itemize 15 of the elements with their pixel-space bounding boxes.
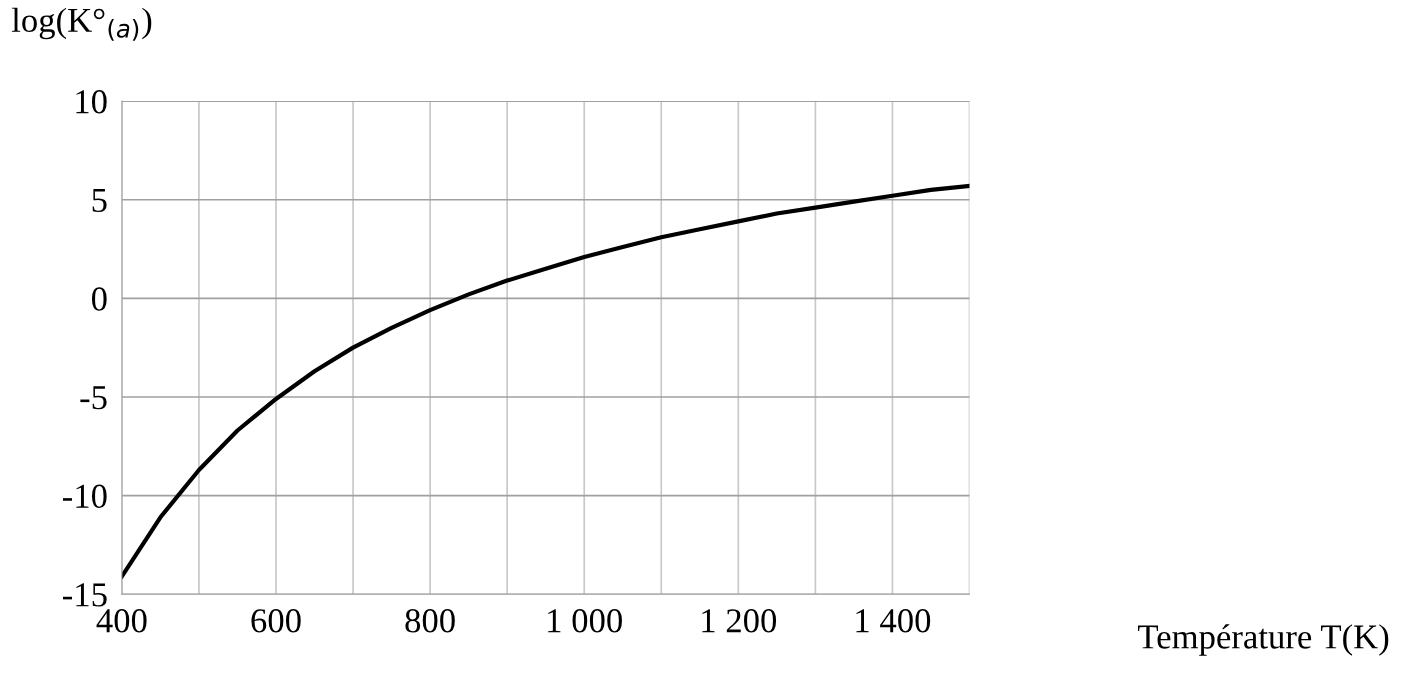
x-tick-label: 800 — [405, 609, 455, 633]
x-tick-label: 1 000 — [548, 609, 622, 633]
y-axis-title: log(K°$_{(a)}$) — [11, 7, 152, 41]
y-tick-label: -5 — [80, 386, 107, 410]
x-axis-title: Température T(K) — [1138, 624, 1389, 656]
x-tick-label: 1 400 — [856, 609, 931, 633]
x-tick-label: 600 — [251, 609, 301, 633]
y-tick-label: 5 — [92, 189, 107, 213]
y-tick-label: -10 — [63, 484, 107, 508]
y-tick-label: -15 — [63, 583, 107, 607]
x-tick-label: 400 — [96, 609, 147, 633]
y-tick-label: 10 — [76, 90, 107, 114]
line-series — [121, 183, 970, 579]
y-tick-label: 0 — [91, 287, 107, 311]
x-tick-label: 1 200 — [702, 609, 777, 633]
